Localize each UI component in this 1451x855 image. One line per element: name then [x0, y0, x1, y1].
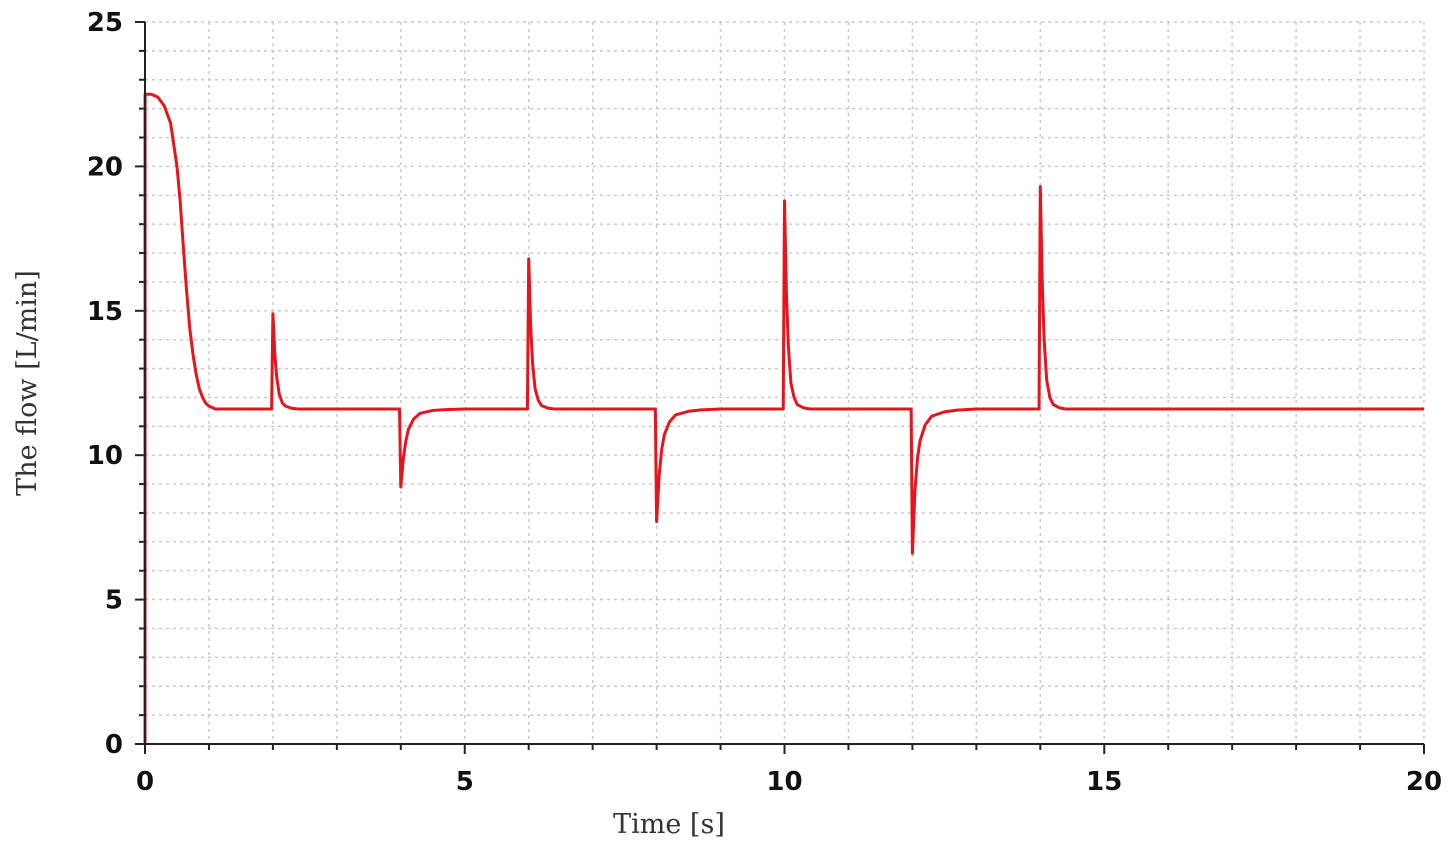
grid: [145, 21, 1425, 744]
x-tick-label: 5: [456, 767, 474, 797]
x-tick-label: 20: [1406, 767, 1442, 797]
y-axis-title: The flow [L/min]: [12, 270, 43, 496]
x-axis-title: Time [s]: [613, 809, 725, 840]
tick-labels: 0 5 10 15 20 0 5 10 15 20 25: [87, 8, 1442, 797]
y-tick-label: 20: [87, 152, 123, 182]
x-tick-label: 15: [1086, 767, 1122, 797]
x-tick-label: 10: [766, 767, 802, 797]
x-tick-label: 0: [136, 767, 154, 797]
y-tick-label: 0: [105, 730, 123, 760]
y-tick-label: 5: [105, 586, 123, 616]
series-line: [143, 92, 1424, 745]
y-tick-label: 15: [87, 297, 123, 327]
y-tick-label: 25: [87, 8, 123, 38]
y-tick-label: 10: [87, 441, 123, 471]
